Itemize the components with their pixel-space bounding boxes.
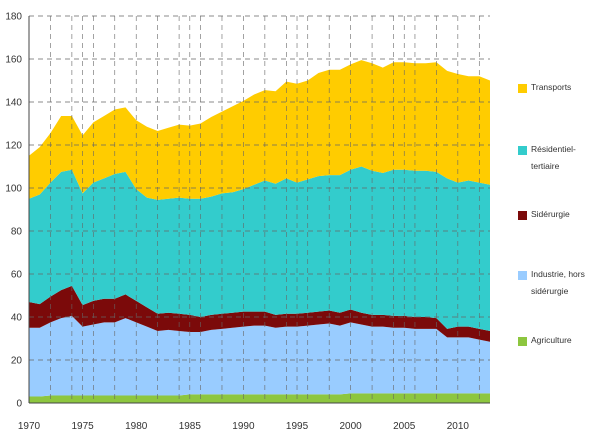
area-r-sidentiel-tertiaire [29,166,490,331]
y-tick-label: 60 [11,270,23,281]
legend-item: Industrie, hors sidérurgie [518,269,591,300]
legend-label: Agriculture [531,335,572,345]
x-tick-label: 2010 [447,421,470,432]
axes [28,16,490,404]
legend-swatch [518,211,527,220]
legend-item: Sidérurgie [518,209,591,223]
legend-item: Transports [518,82,591,96]
y-tick-labels: 0 20 40 60 80 100 120 140 160 180 [5,12,22,410]
legend-label: Industrie, hors sidérurgie [531,269,585,296]
legend-label: Résidentiel-tertiaire [531,144,576,171]
area-sid-rurgie [29,285,490,342]
x-tick-label: 2000 [340,421,363,432]
area-series-group [29,60,490,403]
y-tick-label: 160 [5,55,22,66]
y-tick-label: 20 [11,356,23,367]
legend-swatch [518,84,527,93]
x-tick-label: 2005 [393,421,416,432]
y-tick-label: 140 [5,98,22,109]
legend-swatch [518,337,527,346]
legend-item: Agriculture [518,335,591,349]
x-tick-label: 1990 [232,421,255,432]
x-tick-label: 1995 [286,421,309,432]
y-tick-label: 80 [11,227,23,238]
y-tick-label: 180 [5,12,22,23]
y-tick-label: 120 [5,141,22,152]
x-tick-label: 1980 [125,421,148,432]
area-transports [29,60,490,200]
legend-item: Résidentiel-tertiaire [518,144,591,175]
y-tick-label: 100 [5,184,22,195]
legend-swatch [518,146,527,155]
legend-swatch [518,271,527,280]
gridlines [29,15,490,403]
area-industrie-hors-sid-rurgie [29,315,490,397]
area-agriculture [29,393,490,403]
x-tick-label: 1975 [71,421,94,432]
legend-label: Sidérurgie [531,209,570,219]
x-tick-label: 1970 [18,421,41,432]
x-tick-labels: 1970 1975 1980 1985 1990 1995 2000 2005 2010 [18,421,470,432]
y-tick-label: 40 [11,313,23,324]
legend-label: Transports [531,82,572,92]
y-tick-label: 0 [16,399,22,410]
x-tick-label: 1985 [179,421,202,432]
